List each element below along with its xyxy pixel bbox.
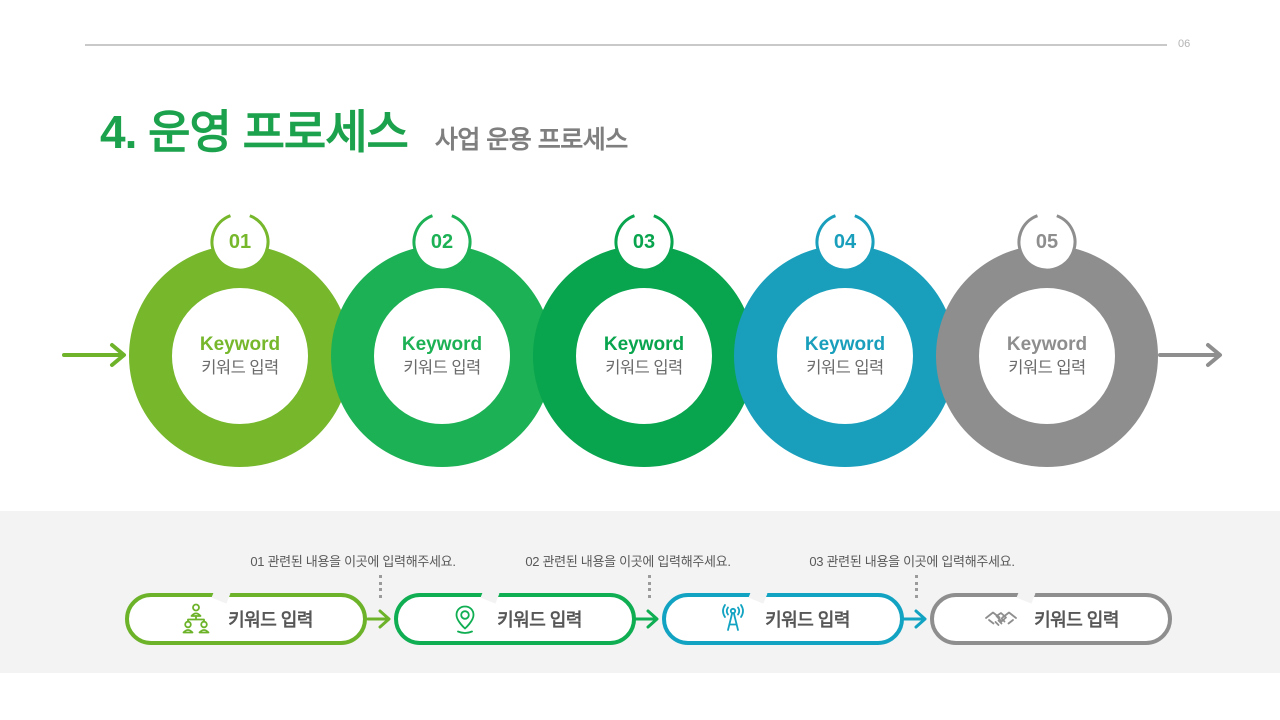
step-keyword: Keyword bbox=[1006, 333, 1088, 355]
page-number: 06 bbox=[1178, 38, 1191, 50]
page-title: 4. 운영 프로세스 bbox=[100, 106, 409, 158]
step-text: Keyword 키워드 입력 bbox=[374, 288, 510, 424]
page-subtitle: 사업 운용 프로세스 bbox=[434, 126, 628, 154]
step-keyword: Keyword bbox=[603, 333, 685, 355]
step-number: 05 bbox=[1035, 230, 1059, 253]
step-text: Keyword 키워드 입력 bbox=[777, 288, 913, 424]
process-step-2: Keyword 키워드 입력 02 bbox=[331, 212, 553, 467]
location-pin-icon bbox=[455, 605, 475, 634]
antenna-icon bbox=[722, 604, 744, 631]
badge-ring-icon bbox=[412, 212, 472, 272]
caption-3: 03 관련된 내용을 이곳에 입력해주세요. bbox=[809, 554, 1015, 569]
keyword-pill-3: 키워드 입력 bbox=[662, 587, 904, 645]
pill-label: 키워드 입력 bbox=[497, 610, 582, 630]
badge-ring-icon bbox=[815, 212, 875, 272]
step-keyword: Keyword bbox=[199, 333, 281, 355]
caption-1: 01 관련된 내용을 이곳에 입력해주세요. bbox=[250, 554, 456, 569]
step-keyword: Keyword bbox=[401, 333, 483, 355]
step-number-badge: 04 bbox=[815, 212, 875, 272]
entry-arrow-icon bbox=[62, 343, 126, 367]
handshake-icon bbox=[985, 611, 1017, 626]
step-number: 03 bbox=[632, 230, 656, 253]
pill-label: 키워드 입력 bbox=[1034, 610, 1119, 630]
pill-border-notch bbox=[480, 587, 500, 604]
step-number-badge: 03 bbox=[614, 212, 674, 272]
pill-arrow-2-icon bbox=[634, 609, 659, 629]
header-rule bbox=[85, 44, 1167, 46]
step-number: 01 bbox=[228, 230, 252, 253]
pill-border-notch bbox=[211, 587, 231, 604]
pill-arrow-1-icon bbox=[366, 609, 391, 629]
caption-connector-3 bbox=[915, 575, 918, 598]
step-text: Keyword 키워드 입력 bbox=[979, 288, 1115, 424]
badge-ring-icon bbox=[1017, 212, 1077, 272]
step-number-badge: 02 bbox=[412, 212, 472, 272]
step-number-badge: 05 bbox=[1017, 212, 1077, 272]
step-label: 키워드 입력 bbox=[201, 358, 279, 377]
step-label: 키워드 입력 bbox=[605, 358, 683, 377]
process-step-5: Keyword 키워드 입력 05 bbox=[936, 212, 1158, 467]
caption-2: 02 관련된 내용을 이곳에 입력해주세요. bbox=[525, 554, 731, 569]
step-number: 02 bbox=[430, 230, 454, 253]
pill-arrow-3-icon bbox=[902, 609, 927, 629]
badge-ring-icon bbox=[210, 212, 270, 272]
step-label: 키워드 입력 bbox=[806, 358, 884, 377]
step-number: 04 bbox=[833, 230, 857, 253]
title-row: 4. 운영 프로세스 사업 운용 프로세스 bbox=[100, 96, 628, 162]
step-number-badge: 01 bbox=[210, 212, 270, 272]
bottom-panel: 01 관련된 내용을 이곳에 입력해주세요. 02 관련된 내용을 이곳에 입력… bbox=[0, 511, 1280, 673]
step-label: 키워드 입력 bbox=[1008, 358, 1086, 377]
process-step-4: Keyword 키워드 입력 04 bbox=[734, 212, 956, 467]
keyword-pill-4: 키워드 입력 bbox=[930, 587, 1172, 645]
keyword-pill-2: 키워드 입력 bbox=[394, 587, 636, 645]
exit-arrow-icon bbox=[1158, 343, 1222, 367]
pill-label: 키워드 입력 bbox=[228, 610, 313, 630]
pill-border-notch bbox=[748, 587, 768, 604]
step-keyword: Keyword bbox=[804, 333, 886, 355]
caption-connector-2 bbox=[648, 575, 651, 598]
step-text: Keyword 키워드 입력 bbox=[172, 288, 308, 424]
process-step-1: Keyword 키워드 입력 01 bbox=[129, 212, 351, 467]
process-step-3: Keyword 키워드 입력 03 bbox=[533, 212, 755, 467]
org-people-icon bbox=[182, 603, 210, 634]
keyword-pill-1: 키워드 입력 bbox=[125, 587, 367, 645]
step-text: Keyword 키워드 입력 bbox=[576, 288, 712, 424]
pill-border-notch bbox=[1016, 587, 1036, 604]
pill-label: 키워드 입력 bbox=[765, 610, 850, 630]
caption-connector-1 bbox=[379, 575, 382, 598]
badge-ring-icon bbox=[614, 212, 674, 272]
step-label: 키워드 입력 bbox=[403, 358, 481, 377]
